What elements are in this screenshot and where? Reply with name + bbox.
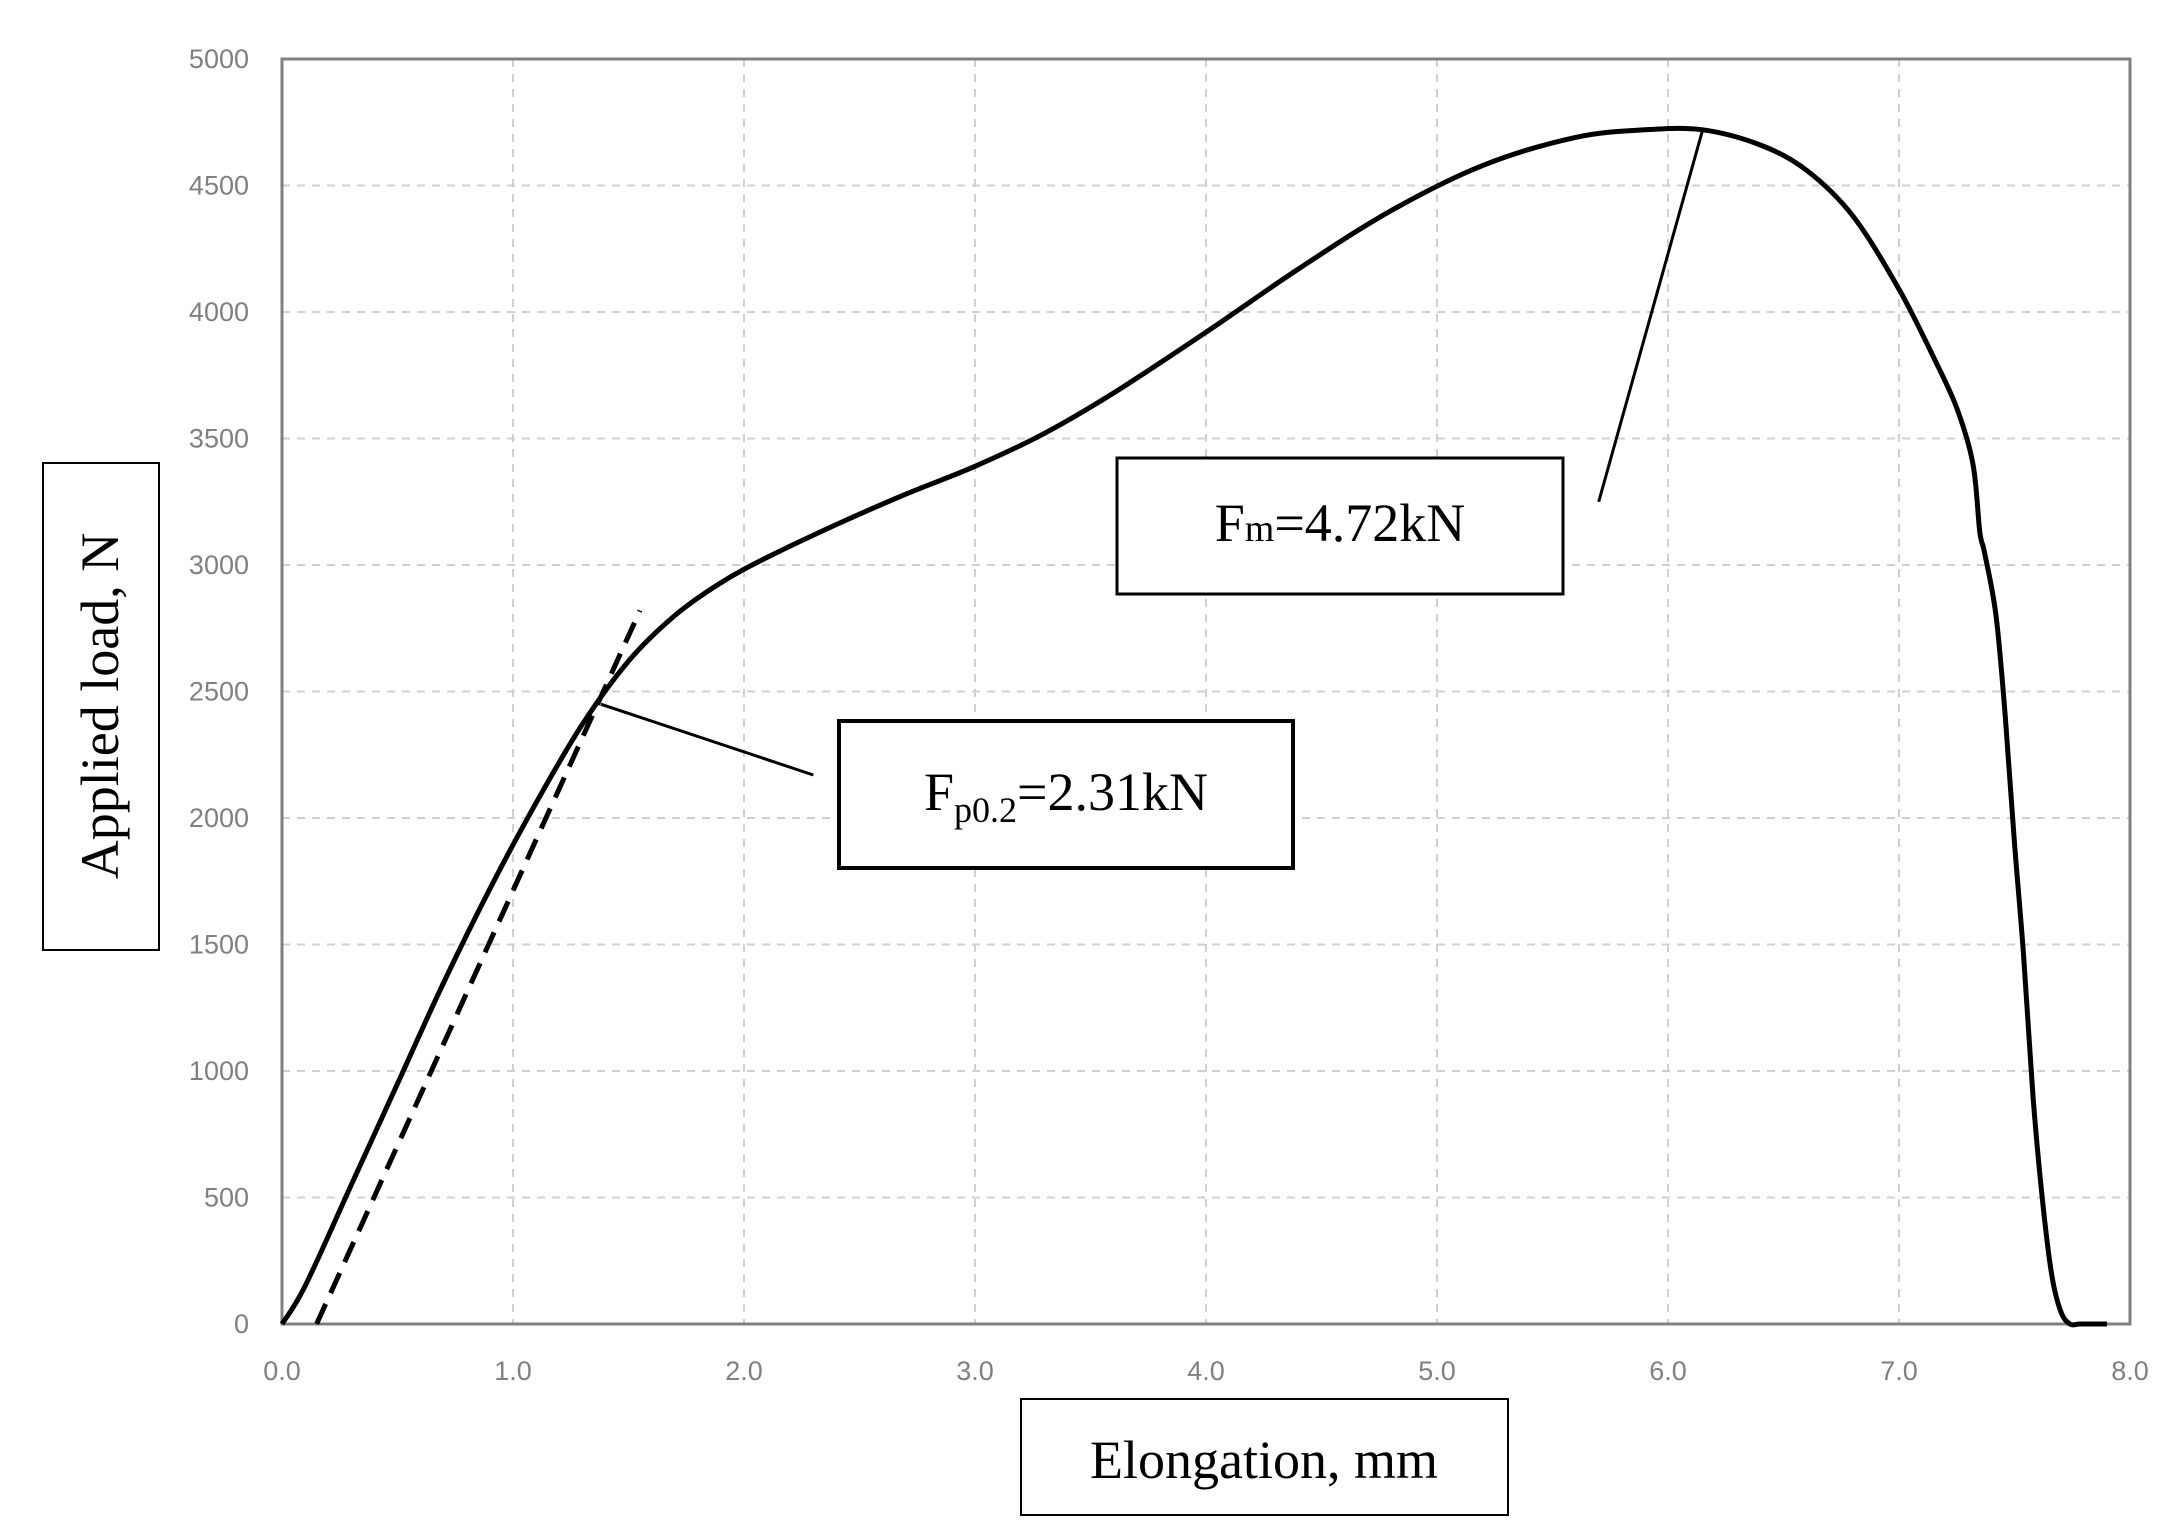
x-tick-labels: 0.0 1.0 2.0 3.0 4.0 5.0 6.0 7.0 8.0	[263, 1356, 2149, 1386]
series-layer	[279, 125, 2107, 1328]
annotation-fp-value: =2.31kN	[1017, 762, 1208, 822]
x-tick-label: 4.0	[1187, 1356, 1225, 1386]
y-tick-label: 3000	[189, 550, 249, 580]
y-tick-labels: 0 500 1000 1500 2000 2500 3000 3500 4000 4500 5000	[189, 44, 249, 1339]
x-axis-label-box: Elongation, mm	[1020, 1398, 1509, 1516]
x-axis-label: Elongation, mm	[1090, 1430, 1438, 1490]
y-tick-label: 2000	[189, 803, 249, 833]
annotation-fm-subscript: m	[1245, 508, 1275, 550]
annotation-fm-main: F	[1215, 493, 1245, 553]
annotation-leader-lines	[600, 129, 1705, 777]
y-axis-label: Applied load, N	[70, 533, 130, 879]
annotation-fm-leader-line	[1597, 129, 1705, 503]
y-tick-label: 500	[204, 1183, 249, 1213]
offset-line-0-2-percent	[314, 609, 643, 1326]
x-tick-label: 6.0	[1649, 1356, 1687, 1386]
y-tick-label: 2500	[189, 677, 249, 707]
x-tick-label: 0.0	[263, 1356, 301, 1386]
plot-area-frame	[280, 57, 2132, 1326]
x-tick-label: 3.0	[956, 1356, 994, 1386]
annotation-fp-leader-line	[600, 702, 814, 777]
y-axis-label-box: Applied load, N	[42, 462, 160, 951]
y-tick-label: 3500	[189, 424, 249, 454]
annotation-fp-box: Fp0.2=2.31kN	[837, 719, 1295, 870]
y-tick-label: 5000	[189, 44, 249, 74]
grid	[282, 59, 2130, 1324]
annotation-fp-text: Fp0.2=2.31kN	[924, 762, 1208, 830]
annotation-fp-main: F	[924, 762, 954, 822]
load-elongation-curve	[279, 125, 2107, 1328]
y-tick-label: 4000	[189, 297, 249, 327]
annotation-fm-value: =4.72kN	[1274, 493, 1465, 553]
annotation-fm-box: Fm=4.72kN	[1115, 456, 1565, 596]
y-tick-label: 1000	[189, 1056, 249, 1086]
y-tick-label: 0	[234, 1309, 249, 1339]
x-tick-label: 2.0	[725, 1356, 763, 1386]
annotation-fm-text: Fm=4.72kN	[1215, 493, 1466, 553]
x-tick-label: 8.0	[2111, 1356, 2149, 1386]
y-tick-label: 1500	[189, 930, 249, 960]
annotation-fp-subscript: p0.2	[954, 790, 1017, 830]
y-tick-label: 4500	[189, 171, 249, 201]
x-tick-label: 7.0	[1880, 1356, 1918, 1386]
x-tick-label: 1.0	[494, 1356, 532, 1386]
x-tick-label: 5.0	[1418, 1356, 1456, 1386]
